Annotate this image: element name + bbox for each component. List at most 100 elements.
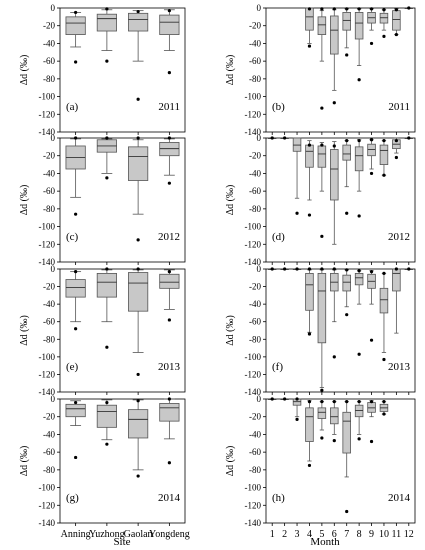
iqr-box xyxy=(96,272,117,298)
outlier-point xyxy=(332,7,336,11)
iqr-box xyxy=(330,149,339,201)
y-tick-label: 0 xyxy=(257,394,262,404)
outlier-point xyxy=(382,271,386,275)
iqr-box xyxy=(305,407,314,442)
outlier-point xyxy=(270,267,274,271)
y-tick-label: -140 xyxy=(245,518,262,528)
box-12 xyxy=(404,136,414,140)
panel-label: (c) xyxy=(66,231,79,243)
box-6 xyxy=(330,400,339,443)
y-tick-label: -80 xyxy=(249,204,261,214)
outlier-point xyxy=(369,171,374,176)
box-5 xyxy=(317,267,327,392)
iqr-box xyxy=(342,274,351,292)
y-tick-label: -140 xyxy=(245,257,262,267)
box-1 xyxy=(267,397,277,401)
panel-year: 2011 xyxy=(388,101,410,113)
x-category-label: 4 xyxy=(307,529,312,540)
outlier-point xyxy=(320,143,324,147)
box-6 xyxy=(330,267,339,359)
box-8 xyxy=(354,7,364,82)
outlier-point xyxy=(295,211,299,215)
x-category-label: 7 xyxy=(344,529,349,540)
iqr-box xyxy=(317,272,327,344)
outlier-point xyxy=(167,270,171,274)
iqr-box xyxy=(96,13,117,32)
box-9 xyxy=(367,270,376,342)
outlier-point xyxy=(136,97,140,101)
outlier-point xyxy=(332,355,336,359)
outlier-point xyxy=(167,181,171,185)
iqr-box xyxy=(330,407,339,425)
outlier-point xyxy=(357,78,361,82)
outlier-point xyxy=(283,136,287,140)
x-category-label: 1 xyxy=(270,529,275,540)
y-tick-label: -60 xyxy=(249,317,261,327)
box-3 xyxy=(292,397,302,421)
outlier-point xyxy=(332,101,336,105)
box-7 xyxy=(342,268,351,317)
outlier-point xyxy=(74,455,78,460)
y-axis-label: Δd (‰) xyxy=(19,315,30,346)
box-Yuzhong xyxy=(96,267,117,349)
panel-f: 0 -20 -40 -60 -80 -100 -120 -140 Δd (‰) (f) 2013 xyxy=(225,264,416,397)
iqr-box xyxy=(379,144,389,165)
iqr-box xyxy=(159,273,180,289)
plot-frame xyxy=(265,268,416,393)
x-category-label: 9 xyxy=(369,529,374,540)
y-tick-label: -40 xyxy=(43,168,55,178)
outlier-point xyxy=(357,437,361,441)
outlier-point xyxy=(105,7,109,11)
x-axis-label-month: Month xyxy=(310,536,340,548)
y-tick-label: -140 xyxy=(39,518,56,528)
y-tick-label: -120 xyxy=(245,109,262,119)
box-10 xyxy=(379,400,389,416)
iqr-box xyxy=(354,12,364,40)
iqr-box xyxy=(159,403,180,422)
outlier-point xyxy=(283,397,287,401)
outlier-point xyxy=(357,214,361,218)
iqr-box xyxy=(330,15,339,55)
outlier-point xyxy=(394,8,398,12)
outlier-point xyxy=(369,338,374,342)
outlier-point xyxy=(320,234,324,238)
iqr-box xyxy=(317,407,327,419)
outlier-point xyxy=(295,397,299,401)
box-Anning xyxy=(65,136,86,216)
outlier-point xyxy=(394,32,398,37)
outlier-point xyxy=(345,7,349,11)
outlier-point xyxy=(167,461,171,465)
box-Yuzhong xyxy=(96,7,117,63)
x-category-label: 6 xyxy=(332,529,337,540)
box-Anning xyxy=(65,270,86,331)
y-tick-label: 0 xyxy=(257,133,262,143)
y-axis-label: Δd (‰) xyxy=(225,315,236,346)
iqr-box xyxy=(342,12,351,31)
outlier-point xyxy=(167,318,171,322)
outlier-point xyxy=(407,267,411,271)
iqr-box xyxy=(317,145,327,168)
outlier-point xyxy=(369,138,374,142)
outlier-point xyxy=(382,400,386,404)
y-tick-label: 0 xyxy=(51,133,56,143)
y-tick-label: -80 xyxy=(43,334,55,344)
outlier-point xyxy=(167,71,171,75)
iqr-box xyxy=(128,146,149,181)
outlier-point xyxy=(167,397,171,401)
panel-year: 2012 xyxy=(158,231,180,243)
y-tick-label: -140 xyxy=(245,387,262,397)
outlier-point xyxy=(74,136,78,140)
outlier-point xyxy=(136,474,140,478)
outlier-point xyxy=(307,267,312,271)
box-3 xyxy=(292,137,302,215)
y-tick-label: -100 xyxy=(39,483,56,493)
plot-frame xyxy=(59,7,186,133)
box-8 xyxy=(354,400,364,441)
outlier-point xyxy=(105,59,109,63)
box-2 xyxy=(280,136,289,140)
outlier-point xyxy=(382,8,386,12)
y-tick-label: -80 xyxy=(43,204,55,214)
box-5 xyxy=(317,142,327,238)
